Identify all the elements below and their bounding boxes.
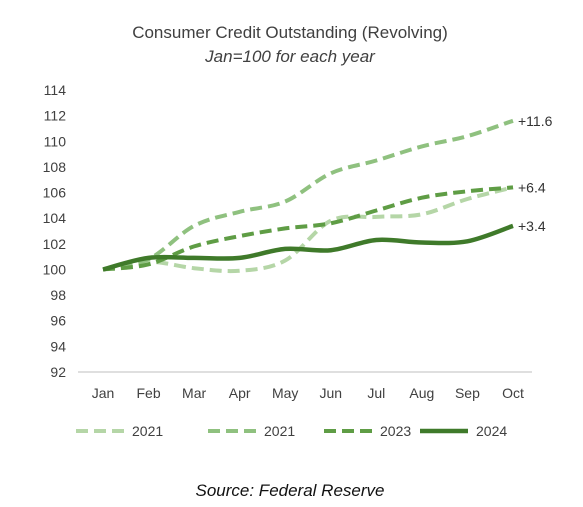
x-axis: Jan Feb Mar Apr May Jun Jul Aug Sep Oct	[92, 385, 524, 401]
legend: 2021 2021 2023 2024	[76, 423, 507, 439]
y-tick-label: 102	[43, 236, 67, 252]
chart-title: Consumer Credit Outstanding (Revolving)	[132, 23, 448, 42]
y-tick-label: 114	[44, 82, 67, 98]
x-tick-label: Jan	[92, 385, 115, 401]
y-tick-label: 110	[44, 133, 67, 149]
x-tick-label: Jun	[319, 385, 342, 401]
y-tick-label: 98	[50, 287, 66, 303]
y-tick-label: 104	[43, 210, 67, 226]
y-axis: 92 94 96 98 100 102 104 106 108 110 112 114	[43, 82, 67, 380]
y-tick-label: 96	[50, 313, 66, 329]
legend-label: 2023	[380, 423, 411, 439]
x-tick-label: Mar	[182, 385, 206, 401]
x-tick-label: Apr	[229, 385, 251, 401]
series-line-2	[102, 185, 514, 272]
y-tick-label: 92	[50, 364, 66, 380]
source-note: Source: Federal Reserve	[196, 481, 385, 500]
series-lines	[102, 118, 514, 274]
y-tick-label: 100	[43, 261, 67, 277]
x-tick-label: May	[272, 385, 298, 401]
legend-label: 2024	[476, 423, 507, 439]
chart-subtitle: Jan=100 for each year	[204, 47, 376, 66]
legend-label: 2021	[132, 423, 163, 439]
x-tick-label: Oct	[502, 385, 524, 401]
end-labels: +11.6 +6.4 +3.4	[518, 113, 553, 234]
y-tick-label: 106	[43, 185, 67, 201]
series-line-1	[102, 118, 514, 272]
series-line-0	[102, 185, 514, 274]
x-tick-label: Jul	[367, 385, 385, 401]
y-tick-label: 94	[50, 338, 66, 354]
end-label: +11.6	[518, 113, 553, 129]
x-tick-label: Sep	[455, 385, 480, 401]
legend-label: 2021	[264, 423, 295, 439]
x-tick-label: Aug	[409, 385, 434, 401]
x-tick-label: Feb	[136, 385, 160, 401]
series-line-3	[102, 223, 514, 272]
end-label: +3.4	[518, 218, 546, 234]
y-tick-label: 108	[43, 159, 67, 175]
y-tick-label: 112	[44, 108, 67, 124]
end-label: +6.4	[518, 179, 546, 195]
